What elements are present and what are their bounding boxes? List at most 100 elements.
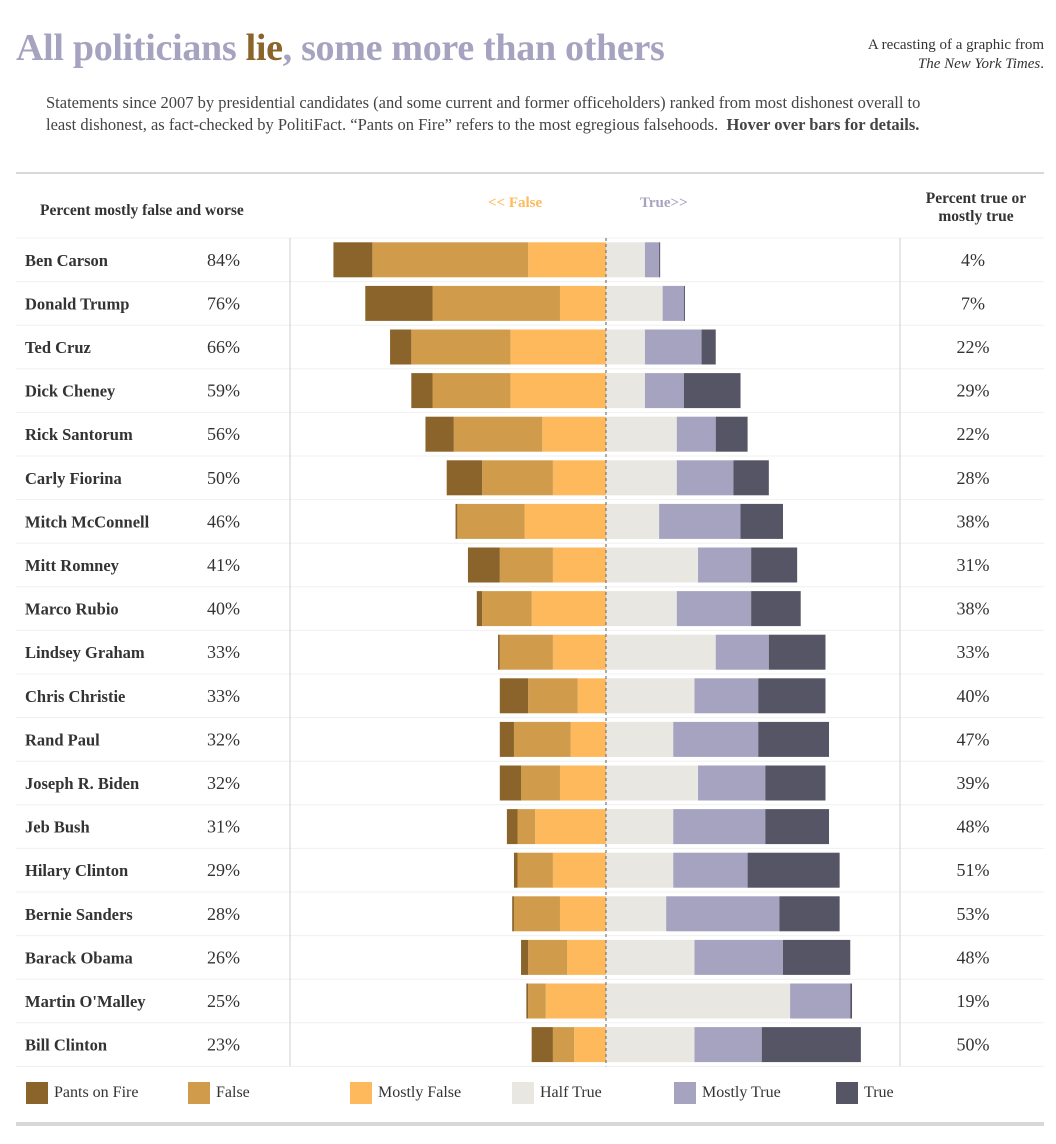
bar-segment-half-true[interactable]: [606, 634, 716, 670]
bar-segment-half-true[interactable]: [606, 1027, 695, 1063]
bar-segment-mostly-true[interactable]: [676, 460, 734, 496]
bar-segment-false[interactable]: [528, 678, 578, 714]
bar-segment-true[interactable]: [850, 983, 853, 1019]
bar-segment-mostly-false[interactable]: [531, 591, 606, 627]
bar-segment-pants-on-fire[interactable]: [512, 896, 514, 932]
bar-segment-true[interactable]: [783, 939, 851, 975]
bar-segment-false[interactable]: [528, 939, 568, 975]
bar-segment-mostly-false[interactable]: [577, 678, 606, 714]
bar-segment-half-true[interactable]: [606, 285, 663, 321]
bar-segment-half-true[interactable]: [606, 329, 645, 365]
bar-segment-false[interactable]: [372, 242, 529, 278]
bar-segment-pants-on-fire[interactable]: [506, 809, 518, 845]
bar-segment-mostly-false[interactable]: [510, 373, 606, 409]
bar-segment-false[interactable]: [528, 983, 546, 1019]
bar-segment-mostly-true[interactable]: [698, 765, 766, 801]
bar-segment-true[interactable]: [768, 634, 826, 670]
bar-segment-pants-on-fire[interactable]: [333, 242, 373, 278]
bar-segment-pants-on-fire[interactable]: [390, 329, 412, 365]
bar-segment-mostly-true[interactable]: [676, 416, 716, 452]
bar-segment-mostly-false[interactable]: [510, 329, 606, 365]
bar-segment-half-true[interactable]: [606, 939, 695, 975]
bar-segment-mostly-true[interactable]: [694, 678, 759, 714]
bar-segment-half-true[interactable]: [606, 983, 791, 1019]
bar-segment-half-true[interactable]: [606, 373, 645, 409]
bar-segment-half-true[interactable]: [606, 896, 667, 932]
bar-segment-mostly-true[interactable]: [673, 852, 748, 888]
bar-segment-false[interactable]: [499, 634, 553, 670]
bar-segment-true[interactable]: [683, 373, 741, 409]
bar-segment-pants-on-fire[interactable]: [526, 983, 529, 1019]
bar-segment-pants-on-fire[interactable]: [446, 460, 483, 496]
bar-segment-true[interactable]: [751, 591, 801, 627]
bar-segment-mostly-true[interactable]: [659, 503, 741, 539]
bar-segment-mostly-true[interactable]: [666, 896, 780, 932]
bar-segment-true[interactable]: [765, 809, 830, 845]
bar-segment-mostly-true[interactable]: [644, 373, 684, 409]
bar-segment-pants-on-fire[interactable]: [521, 939, 529, 975]
bar-segment-true[interactable]: [779, 896, 840, 932]
bar-segment-mostly-false[interactable]: [567, 939, 606, 975]
bar-segment-true[interactable]: [761, 1027, 861, 1063]
bar-segment-true[interactable]: [765, 765, 826, 801]
bar-segment-true[interactable]: [733, 460, 769, 496]
bar-segment-half-true[interactable]: [606, 547, 699, 583]
bar-segment-true[interactable]: [715, 416, 748, 452]
bar-segment-pants-on-fire[interactable]: [411, 373, 433, 409]
bar-segment-true[interactable]: [751, 547, 798, 583]
bar-segment-false[interactable]: [552, 1027, 575, 1063]
bar-segment-true[interactable]: [659, 242, 661, 278]
bar-segment-mostly-false[interactable]: [552, 460, 606, 496]
bar-segment-false[interactable]: [411, 329, 511, 365]
bar-segment-half-true[interactable]: [606, 591, 677, 627]
bar-segment-mostly-true[interactable]: [644, 329, 702, 365]
bar-segment-mostly-true[interactable]: [673, 809, 766, 845]
bar-segment-mostly-true[interactable]: [676, 591, 752, 627]
bar-segment-pants-on-fire[interactable]: [365, 285, 433, 321]
bar-segment-false[interactable]: [482, 460, 553, 496]
bar-segment-true[interactable]: [701, 329, 716, 365]
bar-segment-mostly-false[interactable]: [559, 765, 606, 801]
bar-segment-false[interactable]: [432, 373, 511, 409]
bar-segment-mostly-false[interactable]: [559, 896, 606, 932]
bar-segment-pants-on-fire[interactable]: [499, 721, 514, 757]
bar-segment-half-true[interactable]: [606, 765, 699, 801]
bar-segment-false[interactable]: [517, 852, 553, 888]
bar-segment-true[interactable]: [758, 721, 830, 757]
bar-segment-true[interactable]: [740, 503, 783, 539]
bar-segment-half-true[interactable]: [606, 852, 674, 888]
bar-segment-true[interactable]: [747, 852, 840, 888]
bar-segment-half-true[interactable]: [606, 809, 674, 845]
bar-segment-pants-on-fire[interactable]: [513, 852, 518, 888]
bar-segment-mostly-true[interactable]: [673, 721, 759, 757]
bar-segment-pants-on-fire[interactable]: [499, 678, 529, 714]
bar-segment-pants-on-fire[interactable]: [499, 765, 522, 801]
bar-segment-false[interactable]: [453, 416, 543, 452]
bar-segment-pants-on-fire[interactable]: [425, 416, 454, 452]
bar-segment-mostly-false[interactable]: [524, 503, 606, 539]
bar-segment-mostly-true[interactable]: [662, 285, 684, 321]
bar-segment-false[interactable]: [513, 721, 571, 757]
bar-segment-false[interactable]: [517, 809, 536, 845]
bar-segment-false[interactable]: [521, 765, 560, 801]
bar-segment-pants-on-fire[interactable]: [467, 547, 500, 583]
bar-segment-mostly-false[interactable]: [552, 634, 606, 670]
bar-segment-mostly-false[interactable]: [528, 242, 606, 278]
bar-segment-pants-on-fire[interactable]: [455, 503, 458, 539]
bar-segment-half-true[interactable]: [606, 721, 674, 757]
bar-segment-pants-on-fire[interactable]: [498, 634, 500, 670]
bar-segment-pants-on-fire[interactable]: [476, 591, 483, 627]
bar-segment-half-true[interactable]: [606, 242, 645, 278]
bar-segment-mostly-true[interactable]: [715, 634, 769, 670]
bar-segment-mostly-false[interactable]: [552, 852, 606, 888]
bar-segment-false[interactable]: [482, 591, 532, 627]
bar-segment-mostly-false[interactable]: [535, 809, 606, 845]
bar-segment-mostly-false[interactable]: [570, 721, 606, 757]
bar-segment-half-true[interactable]: [606, 416, 677, 452]
bar-segment-false[interactable]: [499, 547, 553, 583]
bar-segment-mostly-true[interactable]: [698, 547, 752, 583]
bar-segment-mostly-true[interactable]: [790, 983, 851, 1019]
bar-segment-mostly-true[interactable]: [694, 1027, 762, 1063]
bar-segment-mostly-false[interactable]: [552, 547, 606, 583]
bar-segment-false[interactable]: [513, 896, 560, 932]
